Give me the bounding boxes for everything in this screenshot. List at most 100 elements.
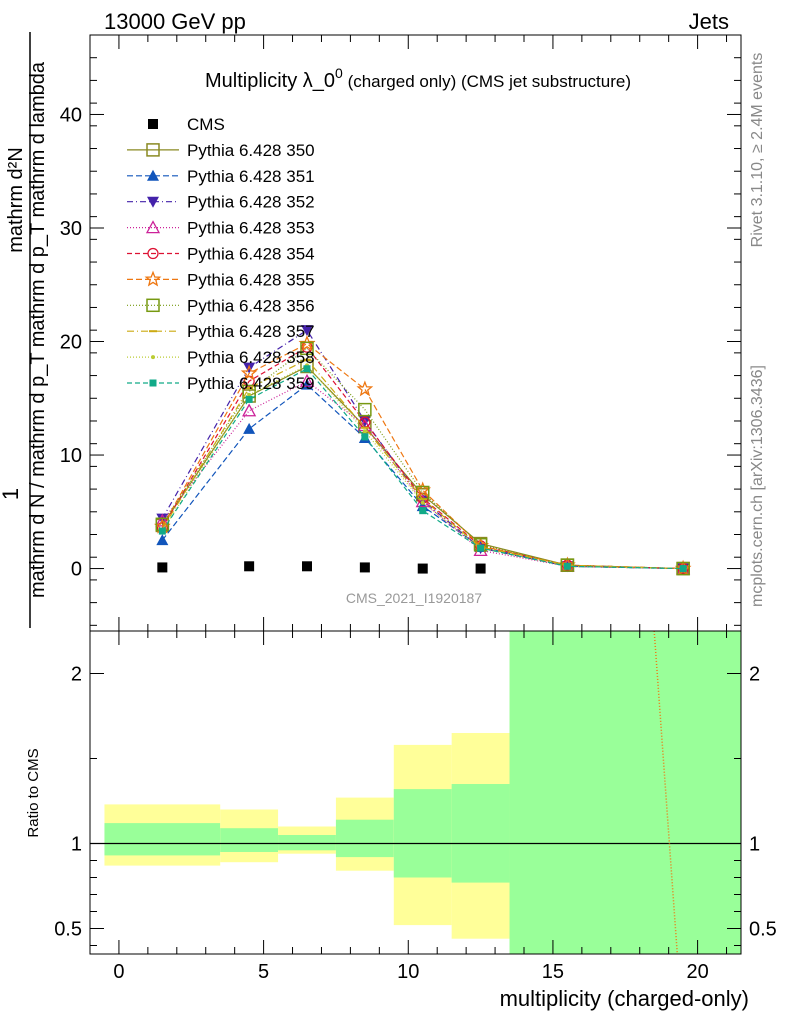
series-group [155,373,691,575]
legend-label: Pythia 6.428 357 [187,322,315,341]
ratio-frame [89,630,742,955]
data-point [303,365,311,373]
y-tick-label: 0 [71,559,82,581]
inner-band [220,828,279,852]
data-point [242,403,257,417]
y-axis-label-denominator: mathrm d N / mathrm d p_T mathrm d p_T m… [27,61,49,598]
inner-band [335,819,394,858]
x-tick-label: 15 [542,961,564,983]
series-group [160,363,686,571]
legend-marker [146,143,160,157]
series-line [161,380,684,570]
mcplots-label: mcplots.cern.ch [arXiv:1306.3436] [749,365,766,607]
x-axis-label: multiplicity (charged-only) [500,986,749,1011]
ratio-y-tick-label: 0.5 [54,919,82,941]
y-tick-label: 10 [60,445,82,467]
series-line [161,383,684,570]
data-point [298,335,316,351]
legend-marker [148,119,158,129]
legend-label: Pythia 6.428 358 [187,348,315,367]
uncertainty-bands [104,631,741,954]
legend-label: Pythia 6.428 350 [187,141,315,160]
data-point [362,429,367,434]
legend-marker [147,247,159,260]
legend-marker [146,298,160,313]
chart-title-rest: (charged only) (CMS jet substructure) [343,72,631,91]
y-tick-label: 40 [60,104,82,126]
data-point [244,561,255,572]
legend-label: CMS [187,115,225,134]
series-group [158,365,687,573]
data-point [158,527,166,535]
data-point [156,534,169,546]
rivet-label: Rivet 3.1.10, ≥ 2.4M events [749,53,766,248]
inner-band [278,835,336,851]
ratio-y-tick-label: 2 [71,664,82,686]
legend-marker [145,220,161,234]
y-axis-label-numerator: mathrm d²N [5,147,27,253]
series-line [161,364,684,570]
data-point [477,544,485,552]
data-point [300,341,314,356]
legend-marker [147,196,159,208]
data-point [419,507,427,515]
legend-label: Pythia 6.428 354 [187,245,315,264]
legend-label: Pythia 6.428 353 [187,219,315,238]
data-point [356,380,374,397]
inner-band [104,823,221,856]
data-point [359,562,370,573]
legend-label: Pythia 6.428 351 [187,167,315,186]
series-line [161,358,684,570]
data-point [475,563,486,574]
legend-marker [144,270,162,287]
y-tick-label: 30 [60,218,82,240]
data-point [247,392,252,397]
legend-label: Pythia 6.428 359 [187,374,315,393]
inner-band [393,789,452,878]
legend-marker [147,169,159,181]
x-tick-label: 10 [397,961,419,983]
data-point [157,562,168,573]
legend-label: Pythia 6.428 352 [187,193,315,212]
data-point [679,565,687,573]
data-point [301,325,313,337]
x-tick-label: 5 [258,961,269,983]
data-point [301,378,313,390]
ratio-y-tick-label: 1 [71,834,82,856]
ratio-y-tick-label-right: 0.5 [749,919,777,941]
ratio-y-tick-label-right: 1 [749,834,760,856]
data-point [420,500,425,505]
ratio-y-tick-label-right: 2 [749,664,760,686]
chart-title-main: Multiplicity λ_0 [205,70,335,92]
legend-marker [149,379,157,387]
chart-title-superscript: 0 [335,65,343,81]
x-tick-label: 0 [113,961,124,983]
data-point [240,364,258,381]
legend-label: Pythia 6.428 355 [187,270,315,289]
y-tick-label: 20 [60,332,82,354]
data-point [302,561,312,572]
y-axis-label-prefix: 1 [0,488,23,500]
data-point [299,373,315,387]
series-group [157,561,486,574]
chart-title: Multiplicity λ_00 (charged only) (CMS je… [205,65,631,92]
ratio-y-axis-label: Ratio to CMS [25,748,42,837]
header-left-label: 13000 GeV pp [104,9,246,34]
data-point [415,494,430,508]
series-group [154,335,692,576]
data-point [417,563,428,574]
data-point [243,422,256,434]
data-point [414,481,432,498]
legend-label: Pythia 6.428 356 [187,296,315,315]
header-right-label: Jets [689,9,729,34]
x-tick-label: 20 [686,961,708,983]
data-point [361,433,369,441]
data-point [245,395,253,403]
legend-marker [151,355,155,360]
inner-band [451,784,510,883]
inner-band [509,631,741,954]
